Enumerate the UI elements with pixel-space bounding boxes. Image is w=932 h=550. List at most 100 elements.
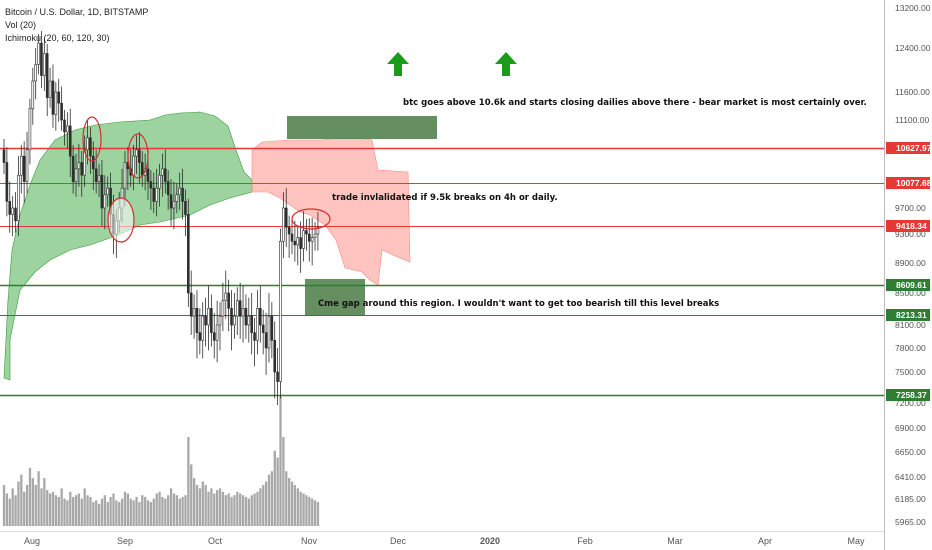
volume-bar <box>239 493 242 526</box>
volume-bar <box>86 495 89 526</box>
candle-body <box>8 201 12 215</box>
volume-bar <box>204 484 207 526</box>
volume-bar <box>146 500 150 526</box>
candle-body <box>241 308 245 317</box>
candle-body <box>31 80 35 110</box>
volume-bar <box>34 484 37 526</box>
volume-bar <box>230 496 233 526</box>
volume-bar <box>161 496 164 526</box>
candle-body <box>161 168 164 176</box>
highlight-ellipse <box>82 116 102 162</box>
candle-body <box>51 80 55 115</box>
volume-bar <box>103 495 106 526</box>
x-tick-label: Oct <box>208 536 223 546</box>
y-tick-label: 7500.00 <box>895 367 926 377</box>
x-tick-label: Aug <box>24 536 40 546</box>
volume-bar <box>77 493 81 526</box>
volume-bar <box>267 474 271 526</box>
candle-body <box>287 226 291 235</box>
price-tag-label: 10627.97 <box>896 143 932 153</box>
candle-body <box>71 155 75 182</box>
candle-body <box>25 149 29 182</box>
candle-body <box>135 149 138 157</box>
candle-body <box>103 194 107 209</box>
highlight-ellipse <box>127 133 149 179</box>
volume-bar <box>285 471 288 526</box>
y-tick-label: 11600.00 <box>895 87 930 97</box>
candle-body <box>152 187 156 202</box>
candle-body <box>250 315 253 333</box>
candle-body <box>316 226 320 235</box>
volume-bar <box>72 496 75 526</box>
candle-body <box>270 315 274 341</box>
y-tick-label: 6650.00 <box>895 447 926 457</box>
volume-bar <box>80 498 83 526</box>
volume-bar <box>54 495 58 526</box>
volume-bar <box>250 495 253 526</box>
candle-body <box>5 162 9 202</box>
price-tag-label: 7258.37 <box>896 390 927 400</box>
candle-body <box>290 233 294 242</box>
candle-body <box>158 174 161 189</box>
volume-bar <box>69 491 72 526</box>
volume-bar <box>167 495 170 526</box>
arrow-annotations <box>387 52 517 76</box>
candle-body <box>45 53 49 98</box>
candle-body <box>163 168 167 182</box>
price-tags: 10627.97 10077.68 9418.34 8609.61 8213.31 725… <box>886 142 932 401</box>
candle-body <box>189 292 193 317</box>
candle-body <box>293 240 297 246</box>
volume-bar <box>14 495 17 526</box>
candle-body <box>172 201 176 209</box>
volume-bar <box>141 495 144 526</box>
volume-bar <box>216 490 219 526</box>
candle-body <box>100 174 104 209</box>
volume-bar <box>305 495 308 526</box>
volume-bar <box>279 396 282 526</box>
volume-bar <box>135 496 138 526</box>
highlight-ellipses <box>82 116 331 243</box>
symbol-title: Bitcoin / U.S. Dollar, 1D, BITSTAMP <box>5 7 149 17</box>
candle-body <box>48 80 52 98</box>
volume-bar <box>181 496 184 526</box>
candle-body <box>267 315 271 349</box>
candle-body <box>313 233 317 238</box>
volume-bar <box>233 495 236 526</box>
volume-bar <box>120 498 124 526</box>
candle-body <box>284 207 288 228</box>
volume-indicator-label: Vol (20) <box>5 20 37 30</box>
volume-bar <box>138 502 141 526</box>
bearish-cloud <box>251 137 411 286</box>
up-arrow-icon <box>495 52 517 76</box>
x-tick-label: Apr <box>758 536 772 546</box>
x-tick-label: Mar <box>667 536 683 546</box>
volume-bar <box>198 488 202 526</box>
y-tick-label: 8500.00 <box>895 288 926 298</box>
candle-body <box>40 42 43 76</box>
candle-body <box>57 91 61 104</box>
candle-body <box>37 42 40 65</box>
volume-bar <box>178 498 181 526</box>
y-tick-label: 9300.00 <box>895 229 926 239</box>
candle-body <box>302 230 305 249</box>
y-tick-label: 7800.00 <box>895 343 926 353</box>
candle-body <box>181 187 184 202</box>
candle-body <box>175 194 179 202</box>
y-tick-label: 7200.00 <box>895 398 926 408</box>
candle-body <box>149 181 153 189</box>
volume-bar <box>106 502 109 526</box>
volume-bar <box>83 488 86 526</box>
up-arrow-icon <box>387 52 409 76</box>
x-tick-label: Feb <box>577 536 593 546</box>
candle-body <box>43 53 46 76</box>
resistance-zone-box <box>287 116 437 139</box>
volume-bar <box>290 481 294 526</box>
volume-bar <box>40 488 43 526</box>
volume-bar <box>37 471 40 526</box>
candle-body <box>235 300 239 317</box>
y-tick-label: 13200.00 <box>895 3 931 13</box>
volume-bar <box>169 488 173 526</box>
y-tick-label: 12400.00 <box>895 43 931 53</box>
chart-legend: Bitcoin / U.S. Dollar, 1D, BITSTAMP Vol … <box>5 6 148 45</box>
